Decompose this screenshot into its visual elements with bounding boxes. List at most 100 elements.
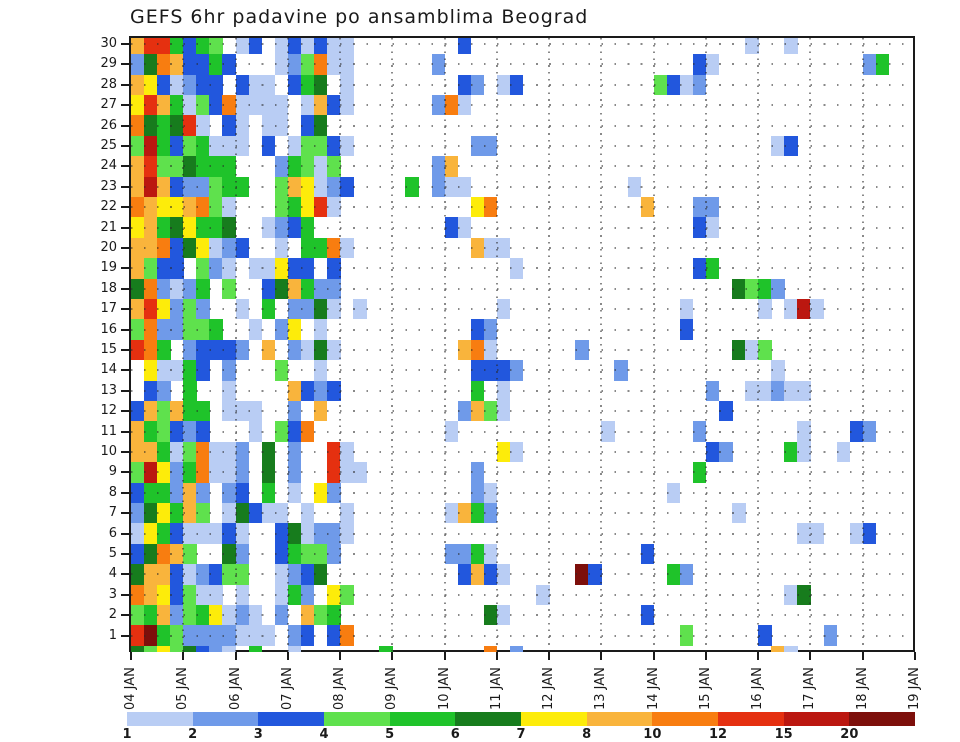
h-gridline: [131, 349, 915, 351]
legend-color-segment: [192, 712, 259, 726]
legend-color-segment: [652, 712, 719, 726]
v-gridline: [704, 38, 707, 652]
h-gridline: [131, 185, 915, 188]
h-gridline: [131, 634, 915, 637]
heatmap-cell: [131, 38, 145, 55]
legend-tick-label: 12: [708, 727, 728, 742]
heatmap-cell: [313, 38, 328, 55]
h-gridline: [131, 308, 915, 311]
heatmap-cell: [209, 645, 223, 652]
y-tick: [121, 206, 131, 209]
v-gridline: [443, 38, 446, 652]
legend-tick-label: 5: [385, 727, 395, 742]
x-tick-label: 15 JAN: [697, 667, 713, 710]
heatmap-cell: [144, 38, 158, 55]
x-tick: [861, 652, 864, 660]
x-tick: [443, 652, 446, 660]
y-tick-label: 7: [108, 505, 117, 521]
y-tick-label: 27: [100, 97, 117, 113]
y-tick: [121, 226, 131, 229]
legend-color-segment: [521, 712, 588, 726]
y-tick: [121, 43, 131, 45]
x-tick: [548, 652, 551, 660]
h-gridline: [131, 430, 915, 433]
x-tick-label: 11 JAN: [488, 667, 504, 710]
legend-color-segment: [718, 712, 785, 726]
y-tick-label: 15: [100, 342, 117, 357]
y-tick: [121, 430, 131, 433]
h-gridline: [131, 63, 915, 66]
y-tick: [121, 471, 131, 474]
h-gridline: [131, 247, 915, 249]
heatmap-cell: [327, 38, 341, 55]
y-tick-label: 11: [100, 423, 117, 439]
v-gridline: [757, 38, 760, 652]
y-tick: [121, 328, 131, 331]
y-tick-label: 19: [100, 260, 117, 276]
heatmap-cell: [483, 645, 498, 652]
y-tick-label: 26: [100, 117, 117, 133]
heatmap-cell: [131, 645, 145, 652]
heatmap-cell: [157, 645, 171, 652]
y-tick: [121, 634, 131, 637]
heatmap-cell: [170, 38, 184, 55]
heatmap-cell: [784, 38, 798, 55]
y-tick-label: 9: [108, 464, 117, 480]
y-tick-label: 21: [100, 219, 117, 235]
y-tick-label: 17: [100, 301, 117, 317]
v-gridline: [391, 38, 394, 652]
legend-tick-label: 6: [450, 727, 460, 742]
y-tick-label: 14: [100, 362, 117, 378]
legend-tick-label: 10: [643, 727, 662, 742]
heatmap-cell: [144, 645, 158, 652]
y-tick: [121, 287, 131, 290]
h-gridline: [131, 593, 915, 596]
x-tick-label: 16 JAN: [750, 667, 766, 710]
x-tick-label: 18 JAN: [854, 667, 870, 710]
x-tick-label: 17 JAN: [802, 667, 818, 710]
plot-area: [129, 36, 915, 652]
heatmap-cell: [196, 645, 210, 652]
y-tick-label: 6: [108, 525, 117, 541]
x-tick-label: 08 JAN: [332, 667, 348, 710]
h-gridline: [131, 614, 915, 617]
h-gridline: [131, 512, 915, 515]
h-gridline: [131, 287, 915, 290]
v-gridline: [182, 38, 185, 652]
x-tick: [495, 652, 498, 660]
y-tick: [121, 145, 131, 147]
heatmap-cell: [248, 38, 263, 55]
legend-tick-label: 1: [122, 727, 132, 742]
y-tick-label: 12: [100, 403, 117, 419]
heatmap-cell: [509, 645, 524, 652]
y-tick-label: 8: [108, 484, 117, 500]
legend-color-segment: [783, 712, 850, 726]
y-tick: [121, 491, 131, 494]
v-gridline: [286, 38, 289, 652]
y-tick-label: 13: [100, 382, 117, 398]
x-tick-label: 07 JAN: [279, 667, 295, 710]
x-tick: [130, 652, 132, 660]
v-gridline: [809, 38, 812, 652]
y-tick: [121, 369, 131, 372]
legend-tick-label: 7: [516, 727, 526, 742]
y-tick: [121, 410, 131, 413]
y-tick-label: 5: [108, 546, 117, 561]
heatmap-cell: [235, 38, 250, 55]
legend-tick-label: 15: [774, 727, 793, 742]
heatmap-cell: [287, 645, 302, 652]
y-tick-label: 2: [108, 607, 117, 623]
heatmap-cell: [745, 38, 759, 55]
v-gridline: [861, 38, 864, 652]
heatmap-cell: [300, 38, 315, 55]
legend-tick-label: 8: [582, 727, 592, 742]
h-gridline: [131, 451, 915, 453]
x-tick-label: 12 JAN: [541, 667, 557, 710]
h-gridline: [131, 491, 915, 494]
y-tick-label: 18: [100, 280, 117, 296]
heatmap-cell: [248, 645, 263, 652]
h-gridline: [131, 165, 915, 168]
heatmap-cell: [196, 38, 210, 55]
y-tick: [121, 308, 131, 311]
